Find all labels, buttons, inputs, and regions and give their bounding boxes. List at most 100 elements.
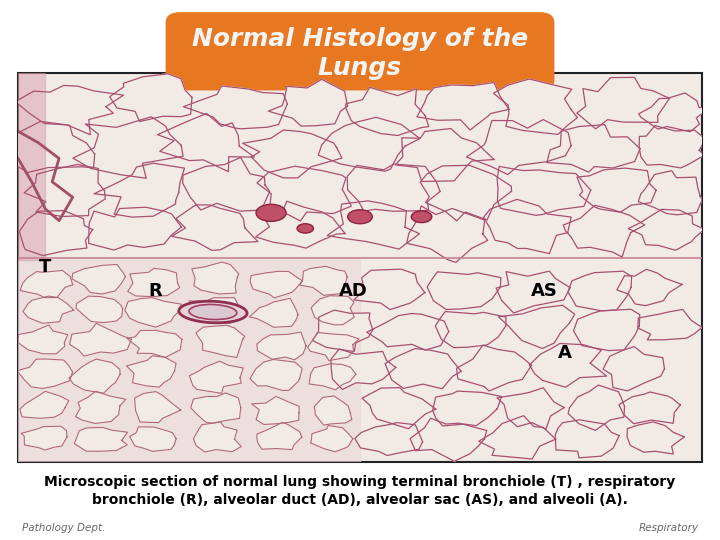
Polygon shape (639, 93, 709, 132)
Polygon shape (70, 323, 132, 356)
Ellipse shape (179, 301, 247, 323)
Polygon shape (311, 296, 354, 325)
Polygon shape (250, 271, 302, 298)
Polygon shape (619, 392, 680, 424)
Polygon shape (497, 166, 590, 215)
Polygon shape (158, 113, 254, 172)
Text: R: R (148, 282, 162, 300)
Polygon shape (628, 210, 704, 250)
Polygon shape (191, 393, 240, 423)
Polygon shape (17, 359, 73, 388)
Polygon shape (23, 296, 73, 323)
Polygon shape (257, 332, 306, 360)
Polygon shape (20, 392, 69, 418)
Polygon shape (420, 165, 511, 221)
Polygon shape (243, 130, 342, 178)
Polygon shape (574, 309, 640, 350)
Polygon shape (69, 359, 120, 393)
Polygon shape (249, 298, 298, 327)
Polygon shape (73, 117, 183, 178)
Circle shape (297, 224, 313, 233)
Polygon shape (172, 205, 258, 251)
Polygon shape (318, 117, 420, 171)
Polygon shape (568, 271, 631, 311)
Polygon shape (19, 211, 93, 255)
Polygon shape (189, 361, 243, 393)
Polygon shape (410, 418, 487, 461)
Polygon shape (362, 388, 436, 429)
Polygon shape (127, 268, 180, 296)
Text: Normal Histology of the: Normal Histology of the (192, 28, 528, 51)
Polygon shape (639, 171, 702, 215)
Polygon shape (18, 325, 68, 354)
Text: AS: AS (531, 282, 558, 300)
Polygon shape (627, 422, 684, 454)
Polygon shape (479, 416, 556, 459)
Polygon shape (127, 356, 176, 387)
Polygon shape (427, 272, 501, 309)
Polygon shape (493, 79, 577, 134)
Polygon shape (310, 426, 353, 452)
Polygon shape (257, 422, 302, 450)
Polygon shape (310, 364, 356, 390)
Polygon shape (407, 206, 487, 262)
Text: A: A (558, 344, 572, 362)
Text: Respiratory: Respiratory (639, 523, 698, 533)
Text: Pathology Dept.: Pathology Dept. (22, 523, 105, 533)
Polygon shape (76, 296, 122, 322)
Polygon shape (577, 168, 656, 212)
Polygon shape (436, 312, 506, 348)
Polygon shape (72, 265, 125, 294)
Polygon shape (130, 427, 176, 451)
Polygon shape (257, 166, 351, 221)
Polygon shape (135, 392, 181, 423)
Polygon shape (577, 77, 670, 129)
Polygon shape (15, 85, 124, 135)
Polygon shape (385, 349, 462, 389)
Polygon shape (355, 423, 423, 456)
Polygon shape (300, 266, 347, 295)
FancyBboxPatch shape (166, 12, 554, 90)
Polygon shape (109, 74, 192, 122)
Ellipse shape (189, 305, 237, 320)
Polygon shape (196, 325, 245, 357)
Polygon shape (433, 391, 502, 426)
Circle shape (256, 204, 286, 221)
Polygon shape (18, 260, 360, 462)
Polygon shape (250, 360, 302, 390)
Polygon shape (194, 422, 241, 452)
Text: Microscopic section of normal lung showing terminal bronchiole (T) , respiratory: Microscopic section of normal lung showi… (45, 475, 675, 489)
Polygon shape (192, 262, 239, 294)
Polygon shape (327, 201, 420, 249)
Polygon shape (6, 122, 94, 172)
Polygon shape (497, 388, 564, 429)
Text: AD: AD (338, 282, 368, 300)
Polygon shape (563, 205, 644, 257)
Text: Lungs: Lungs (318, 56, 402, 79)
Polygon shape (24, 164, 105, 217)
Bar (18, 73, 702, 462)
Polygon shape (347, 164, 440, 211)
Polygon shape (467, 119, 571, 174)
Polygon shape (417, 83, 509, 130)
Polygon shape (127, 330, 182, 357)
Polygon shape (94, 163, 184, 217)
Polygon shape (496, 271, 570, 313)
Polygon shape (314, 396, 352, 425)
Polygon shape (183, 158, 270, 211)
Polygon shape (484, 199, 571, 254)
Polygon shape (189, 298, 244, 323)
Circle shape (348, 210, 372, 224)
Polygon shape (498, 305, 575, 348)
Polygon shape (456, 345, 531, 391)
Polygon shape (366, 314, 449, 350)
Text: bronchiole (R), alveolar duct (AD), alveolar sac (AS), and alveoli (A).: bronchiole (R), alveolar duct (AD), alve… (92, 492, 628, 507)
Polygon shape (568, 385, 624, 430)
Polygon shape (354, 269, 425, 309)
Polygon shape (20, 271, 73, 298)
Polygon shape (331, 349, 396, 389)
Polygon shape (639, 126, 705, 168)
Polygon shape (89, 207, 181, 250)
Polygon shape (638, 309, 702, 340)
Polygon shape (617, 269, 682, 306)
